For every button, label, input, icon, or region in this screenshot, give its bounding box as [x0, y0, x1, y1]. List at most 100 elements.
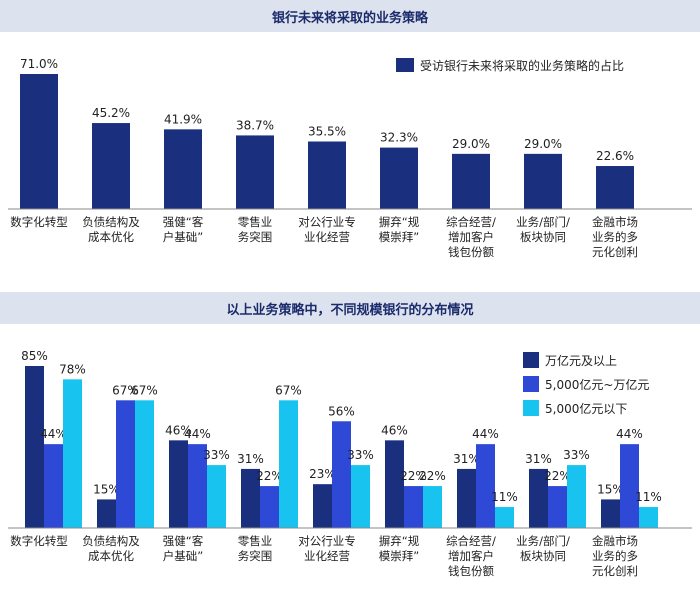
x-tick-label: 板块协同	[520, 230, 566, 244]
bar	[260, 486, 279, 528]
bar	[620, 444, 639, 528]
bar	[404, 486, 423, 528]
data-label: 44%	[616, 427, 643, 441]
data-label: 31%	[237, 452, 264, 466]
x-tick-label: 业化经营	[304, 549, 350, 563]
data-label: 67%	[275, 383, 302, 397]
bar	[207, 465, 226, 528]
bar	[92, 123, 130, 209]
x-tick-label: 模崇拜”	[379, 549, 419, 563]
chart1-title-banner: 银行未来将采取的业务策略	[0, 0, 700, 32]
data-label: 44%	[472, 427, 499, 441]
bar	[457, 468, 476, 528]
x-tick-label: 户基础”	[163, 230, 203, 244]
x-tick-label: 钱包份额	[448, 245, 494, 259]
bar	[601, 499, 620, 528]
data-label: 22%	[400, 469, 427, 483]
data-label: 22%	[544, 469, 571, 483]
bar	[164, 129, 202, 209]
data-label: 35.5%	[308, 125, 346, 139]
bar	[332, 421, 351, 528]
x-tick-label: 强健“客	[163, 534, 204, 548]
data-label: 44%	[184, 427, 211, 441]
data-label: 71.0%	[20, 57, 58, 71]
bar	[385, 440, 404, 528]
bar	[25, 366, 44, 528]
x-tick-label: 数字化转型	[10, 215, 68, 229]
x-tick-label: 零售业	[238, 215, 273, 229]
data-label: 23%	[309, 467, 336, 481]
data-label: 22.6%	[596, 149, 634, 163]
bar	[548, 486, 567, 528]
data-label: 78%	[59, 362, 86, 376]
x-tick-label: 成本优化	[88, 230, 134, 244]
bar	[241, 468, 260, 528]
x-tick-label: 业务的多	[592, 549, 638, 563]
x-tick-label: 业务的多	[592, 230, 638, 244]
bar	[135, 400, 154, 528]
x-tick-label: 业务/部门/	[516, 534, 570, 548]
x-tick-label: 模崇拜”	[379, 230, 419, 244]
x-tick-label: 强健“客	[163, 215, 204, 229]
chart2-title-banner: 以上业务策略中，不同规模银行的分布情况	[0, 292, 700, 324]
bar	[452, 153, 490, 209]
bar	[596, 166, 634, 209]
data-label: 33%	[563, 448, 590, 462]
bar	[639, 507, 658, 528]
x-tick-label: 业化经营	[304, 230, 350, 244]
data-label: 29.0%	[452, 137, 490, 151]
data-label: 15%	[93, 482, 120, 496]
legend-label-1: 5,000亿元~万亿元	[545, 377, 649, 392]
legend-swatch-0	[523, 352, 539, 368]
bar	[97, 499, 116, 528]
bar	[476, 444, 495, 528]
bar	[169, 440, 188, 528]
chart1-plot: 受访银行未来将采取的业务策略的占比 71.0% 数字化转型 45.2% 负债结构及成本优…	[8, 57, 692, 259]
legend-swatch-0	[396, 58, 414, 72]
bar	[423, 486, 442, 528]
data-label: 29.0%	[524, 137, 562, 151]
x-tick-label: 钱包份额	[448, 564, 494, 578]
bar	[279, 400, 298, 528]
legend-swatch-2	[523, 400, 539, 416]
legend-label-2: 5,000亿元以下	[545, 401, 627, 416]
bar	[567, 465, 586, 528]
chart2-title: 以上业务策略中，不同规模银行的分布情况	[226, 302, 474, 318]
data-label: 15%	[597, 482, 624, 496]
data-label: 46%	[165, 423, 192, 437]
x-tick-label: 务突围	[238, 230, 273, 244]
data-label: 33%	[203, 448, 230, 462]
x-tick-label: 户基础”	[163, 549, 203, 563]
bar	[351, 465, 370, 528]
bar	[188, 444, 207, 528]
legend-swatch-1	[523, 376, 539, 392]
data-label: 22%	[419, 469, 446, 483]
x-tick-label: 数字化转型	[10, 534, 68, 548]
data-label: 85%	[21, 349, 48, 363]
x-tick-label: 成本优化	[88, 549, 134, 563]
data-label: 11%	[635, 490, 662, 504]
x-tick-label: 板块协同	[520, 549, 566, 563]
x-tick-label: 摒弃“规	[379, 534, 420, 548]
data-label: 32.3%	[380, 131, 418, 145]
x-tick-label: 负债结构及	[82, 215, 140, 229]
data-label: 67%	[131, 383, 158, 397]
data-label: 33%	[347, 448, 374, 462]
x-tick-label: 综合经营/	[446, 215, 496, 229]
data-label: 44%	[40, 427, 67, 441]
x-tick-label: 综合经营/	[446, 534, 496, 548]
bar	[524, 153, 562, 209]
x-tick-label: 对公行业专	[298, 215, 356, 229]
legend-label-0: 受访银行未来将采取的业务策略的占比	[420, 58, 624, 73]
x-tick-label: 增加客户	[448, 549, 494, 563]
chart1-title: 银行未来将采取的业务策略	[271, 10, 428, 26]
data-label: 45.2%	[92, 106, 130, 120]
data-label: 31%	[525, 452, 552, 466]
x-tick-label: 元化创利	[592, 564, 638, 578]
x-tick-label: 务突围	[238, 549, 273, 563]
x-tick-label: 金融市场	[592, 534, 638, 548]
data-label: 38.7%	[236, 118, 274, 132]
x-tick-label: 摒弃“规	[379, 215, 420, 229]
data-label: 56%	[328, 404, 355, 418]
data-label: 67%	[112, 383, 139, 397]
